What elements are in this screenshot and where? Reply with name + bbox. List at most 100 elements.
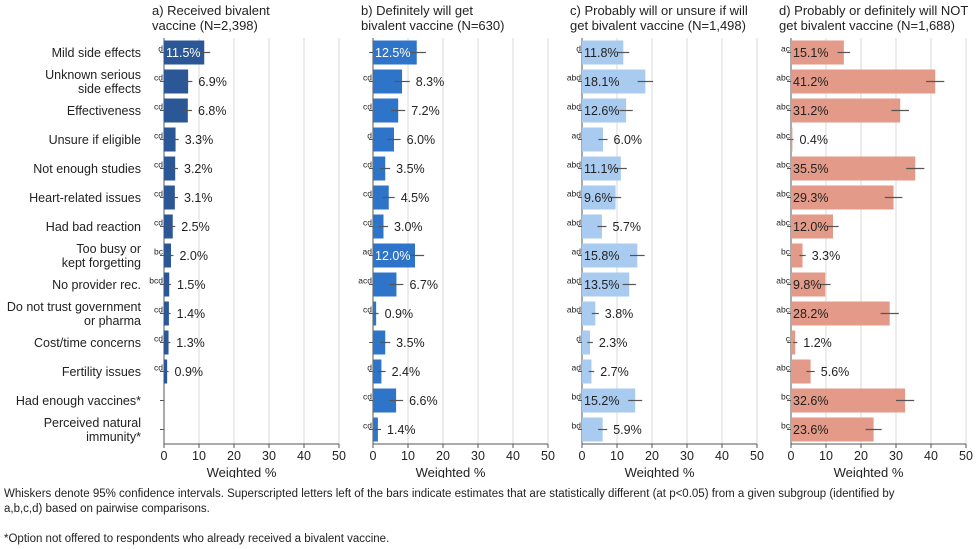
bar xyxy=(582,214,602,239)
category-label: Cost/time concerns xyxy=(34,336,141,350)
bar xyxy=(373,330,386,355)
bar xyxy=(164,127,176,152)
significance-superscript: c xyxy=(786,334,791,344)
bar xyxy=(791,301,890,326)
x-tick-label: 30 xyxy=(262,449,276,463)
data-label: 35.5% xyxy=(793,162,828,176)
data-label: 2.3% xyxy=(599,336,628,350)
significance-superscript: bc xyxy=(781,247,791,257)
significance-superscript: cd xyxy=(154,102,163,112)
bar xyxy=(373,214,384,239)
data-label: 3.3% xyxy=(185,133,214,147)
bar xyxy=(582,359,592,384)
significance-superscript: cd xyxy=(154,218,163,228)
data-label: 12.0% xyxy=(375,249,410,263)
significance-superscript: cd xyxy=(363,305,372,315)
data-label: 9.8% xyxy=(793,278,822,292)
significance-superscript: abd xyxy=(567,160,581,170)
panel-title: a) Received bivalent vaccine (N=2,398) xyxy=(152,3,270,33)
x-axis-title: Weighted % xyxy=(834,465,904,478)
data-label: 15.2% xyxy=(584,394,619,408)
significance-superscript: abd xyxy=(567,73,581,83)
significance-superscript: cd xyxy=(363,189,372,199)
x-tick-label: 0 xyxy=(788,449,795,463)
data-label: 23.6% xyxy=(793,423,828,437)
data-label: 3.8% xyxy=(605,307,634,321)
bar xyxy=(582,388,636,413)
category-label: No provider rec. xyxy=(52,278,141,292)
significance-superscript: bd xyxy=(572,421,582,431)
x-tick-label: 30 xyxy=(680,449,694,463)
data-label: 3.5% xyxy=(396,336,425,350)
data-label: 13.5% xyxy=(584,278,619,292)
significance-superscript: d xyxy=(367,131,372,141)
data-label: 1.4% xyxy=(387,423,416,437)
data-label: 1.5% xyxy=(177,278,206,292)
bar xyxy=(373,272,397,297)
bar xyxy=(164,301,169,326)
significance-superscript: abc xyxy=(776,363,790,373)
x-axis-title: Weighted % xyxy=(416,465,486,478)
x-tick-label: 40 xyxy=(506,449,520,463)
bar xyxy=(791,40,844,65)
bar xyxy=(791,359,811,384)
data-label: 8.3% xyxy=(416,75,445,89)
bar xyxy=(582,156,621,181)
data-label: 6.7% xyxy=(409,278,438,292)
category-label: Effectiveness xyxy=(67,104,141,118)
x-axis-title: Weighted % xyxy=(625,465,695,478)
data-label: 0.9% xyxy=(385,307,414,321)
data-label: 11.1% xyxy=(584,162,619,176)
category-label: Perceived natural immunity* xyxy=(44,416,141,444)
bar xyxy=(582,98,627,123)
x-tick-label: 20 xyxy=(854,449,868,463)
x-tick-label: 20 xyxy=(227,449,241,463)
significance-superscript: ad xyxy=(572,363,582,373)
x-tick-label: 50 xyxy=(750,449,764,463)
bar xyxy=(582,272,630,297)
x-tick-label: 10 xyxy=(401,449,415,463)
data-label: 31.2% xyxy=(793,104,828,118)
data-label: 11.8% xyxy=(584,46,619,60)
data-label: 3.0% xyxy=(394,220,423,234)
bar xyxy=(791,417,874,442)
footnote-option: *Option not offered to respondents who a… xyxy=(4,533,390,545)
bar xyxy=(582,243,638,268)
category-label: Fertility issues xyxy=(62,365,141,379)
data-label: 6.6% xyxy=(409,394,438,408)
x-tick-label: 10 xyxy=(192,449,206,463)
x-tick-label: 20 xyxy=(645,449,659,463)
bar xyxy=(164,272,170,297)
x-tick-label: 50 xyxy=(541,449,555,463)
significance-superscript: cd xyxy=(154,334,163,344)
panel-title: c) Probably will or unsure if will get bi… xyxy=(570,3,748,33)
bar xyxy=(582,330,591,355)
data-label: 9.6% xyxy=(584,191,613,205)
bar xyxy=(164,156,176,181)
category-label: Not enough studies xyxy=(33,162,141,176)
significance-superscript: cd xyxy=(363,102,372,112)
significance-superscript: bc xyxy=(781,392,791,402)
significance-superscript: ad xyxy=(572,131,582,141)
significance-superscript: ad xyxy=(572,247,582,257)
x-tick-label: 10 xyxy=(610,449,624,463)
data-label: 29.3% xyxy=(793,191,828,205)
data-label: 1.4% xyxy=(177,307,206,321)
bar xyxy=(582,127,603,152)
data-label: 15.8% xyxy=(584,249,619,263)
data-label: 12.0% xyxy=(793,220,828,234)
significance-superscript: abd xyxy=(567,102,581,112)
bar xyxy=(791,272,826,297)
category-label: Too busy or kept forgetting xyxy=(62,242,141,270)
significance-superscript: abd xyxy=(567,189,581,199)
category-label: Had bad reaction xyxy=(46,220,141,234)
data-label: 28.2% xyxy=(793,307,828,321)
data-label: 41.2% xyxy=(793,75,828,89)
data-label: 3.1% xyxy=(184,191,213,205)
category-label: Unsure if eligible xyxy=(49,133,141,147)
bar xyxy=(582,69,646,94)
significance-superscript: cd xyxy=(154,189,163,199)
data-label: 5.9% xyxy=(613,423,642,437)
significance-superscript: ac xyxy=(781,44,791,54)
significance-superscript: abc xyxy=(776,305,790,315)
